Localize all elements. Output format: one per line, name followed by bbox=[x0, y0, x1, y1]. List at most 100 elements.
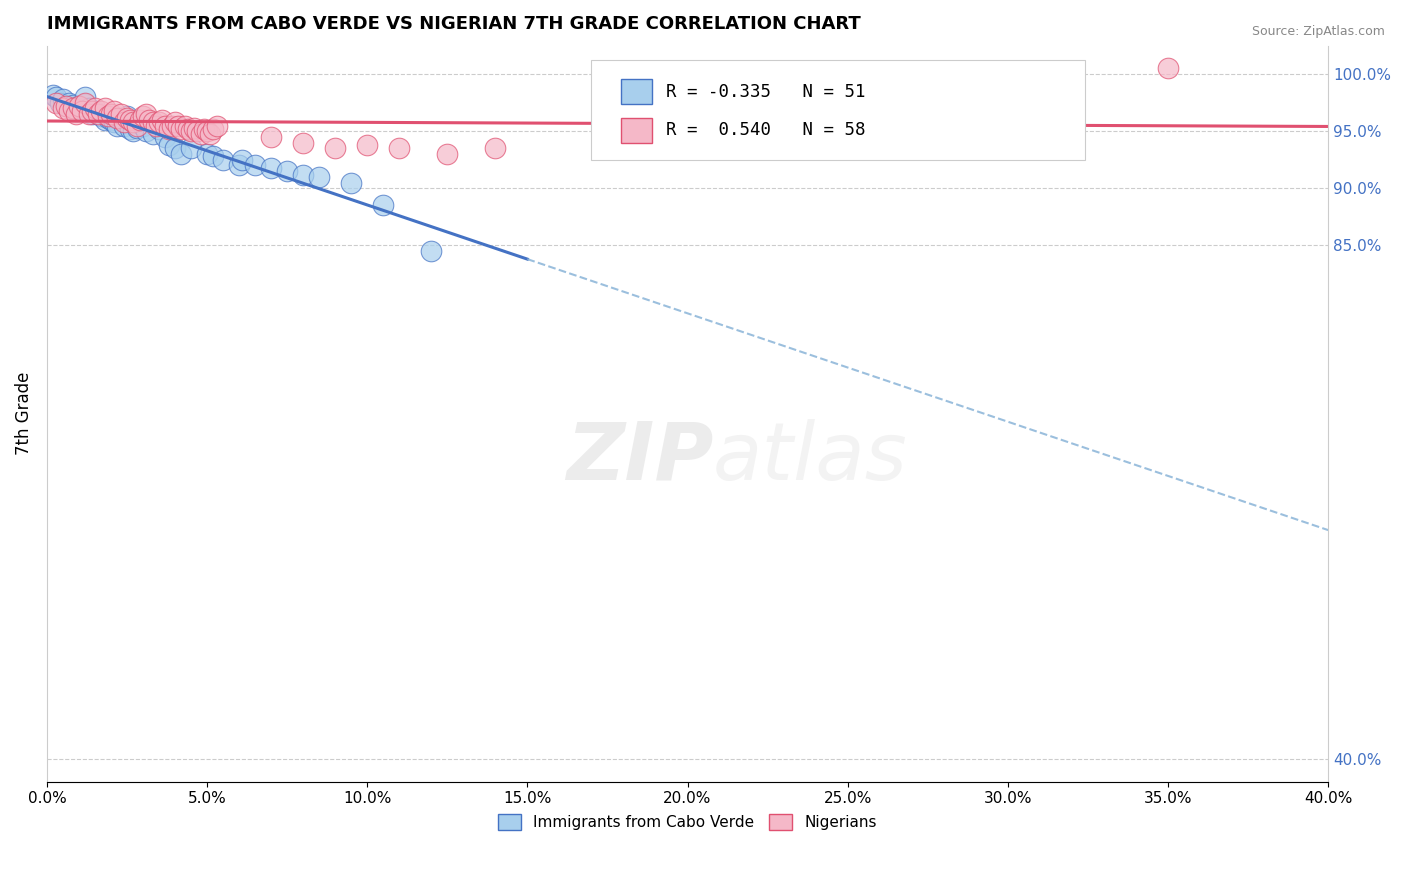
Point bbox=[177, 122, 200, 136]
Point bbox=[65, 103, 87, 118]
Text: R = -0.335   N = 51: R = -0.335 N = 51 bbox=[665, 83, 865, 101]
Point bbox=[70, 100, 93, 114]
Point bbox=[323, 141, 346, 155]
Point bbox=[48, 95, 70, 110]
Point bbox=[93, 102, 115, 116]
Point bbox=[87, 107, 110, 121]
Point bbox=[292, 136, 315, 150]
Point bbox=[195, 147, 218, 161]
Point bbox=[75, 95, 97, 110]
Point bbox=[142, 127, 165, 141]
Point bbox=[52, 92, 75, 106]
Point bbox=[75, 90, 97, 104]
Point bbox=[340, 176, 363, 190]
FancyBboxPatch shape bbox=[621, 79, 651, 104]
Point bbox=[90, 103, 112, 118]
Point bbox=[80, 107, 103, 121]
Point bbox=[75, 96, 97, 111]
Point bbox=[163, 141, 186, 155]
Legend: Immigrants from Cabo Verde, Nigerians: Immigrants from Cabo Verde, Nigerians bbox=[492, 808, 883, 837]
Text: IMMIGRANTS FROM CABO VERDE VS NIGERIAN 7TH GRADE CORRELATION CHART: IMMIGRANTS FROM CABO VERDE VS NIGERIAN 7… bbox=[46, 15, 860, 33]
Point bbox=[142, 115, 165, 129]
Point bbox=[128, 112, 150, 127]
Point bbox=[228, 159, 250, 173]
Point bbox=[52, 102, 75, 116]
Point bbox=[70, 103, 93, 118]
Point bbox=[150, 112, 173, 127]
Point bbox=[193, 122, 215, 136]
Point bbox=[356, 137, 378, 152]
Point bbox=[276, 164, 298, 178]
Point bbox=[173, 119, 195, 133]
Point bbox=[155, 130, 177, 145]
Point bbox=[62, 98, 84, 112]
Text: Source: ZipAtlas.com: Source: ZipAtlas.com bbox=[1251, 25, 1385, 38]
Point bbox=[105, 111, 128, 125]
Point bbox=[260, 130, 283, 145]
Text: ZIP: ZIP bbox=[565, 419, 713, 497]
Point bbox=[308, 169, 330, 184]
Point bbox=[132, 110, 155, 124]
Point bbox=[67, 99, 90, 113]
Point bbox=[77, 107, 100, 121]
Point bbox=[170, 122, 193, 136]
Y-axis label: 7th Grade: 7th Grade bbox=[15, 372, 32, 455]
Point bbox=[243, 159, 266, 173]
Point bbox=[200, 127, 222, 141]
Point bbox=[90, 110, 112, 124]
Point bbox=[373, 198, 395, 212]
Point bbox=[120, 122, 142, 136]
Point bbox=[163, 115, 186, 129]
Point bbox=[122, 124, 145, 138]
Point bbox=[65, 107, 87, 121]
Point bbox=[105, 119, 128, 133]
Point bbox=[436, 147, 458, 161]
Point bbox=[186, 124, 208, 138]
Point bbox=[103, 103, 125, 118]
Point bbox=[202, 149, 225, 163]
Point bbox=[190, 127, 212, 141]
Point bbox=[112, 119, 135, 133]
Point bbox=[97, 110, 120, 124]
Point bbox=[42, 87, 65, 102]
Point bbox=[420, 244, 443, 258]
Point bbox=[145, 119, 167, 133]
Point bbox=[183, 120, 205, 135]
Point bbox=[195, 124, 218, 138]
Point bbox=[45, 90, 67, 104]
Point bbox=[157, 137, 180, 152]
Point bbox=[167, 119, 190, 133]
Point bbox=[125, 120, 148, 135]
Point bbox=[58, 95, 80, 110]
Point bbox=[231, 153, 253, 167]
Point bbox=[93, 112, 115, 127]
Point bbox=[110, 111, 132, 125]
Point bbox=[58, 103, 80, 118]
Point bbox=[180, 124, 202, 138]
Point bbox=[115, 110, 138, 124]
Point bbox=[67, 102, 90, 116]
Point bbox=[388, 141, 411, 155]
FancyBboxPatch shape bbox=[592, 61, 1084, 160]
Point bbox=[112, 115, 135, 129]
Point bbox=[148, 115, 170, 129]
Point bbox=[67, 99, 90, 113]
Point bbox=[115, 111, 138, 125]
Point bbox=[1157, 62, 1180, 76]
Point bbox=[77, 102, 100, 116]
Text: atlas: atlas bbox=[713, 419, 908, 497]
Point bbox=[148, 122, 170, 136]
Point bbox=[155, 119, 177, 133]
Point bbox=[110, 107, 132, 121]
Point bbox=[212, 153, 235, 167]
Point bbox=[292, 168, 315, 182]
Point bbox=[45, 95, 67, 110]
Point bbox=[87, 107, 110, 121]
Point bbox=[84, 103, 107, 118]
Point bbox=[170, 147, 193, 161]
Point bbox=[260, 161, 283, 175]
FancyBboxPatch shape bbox=[621, 118, 651, 143]
Point bbox=[202, 122, 225, 136]
Point bbox=[55, 99, 77, 113]
Point bbox=[160, 119, 183, 133]
